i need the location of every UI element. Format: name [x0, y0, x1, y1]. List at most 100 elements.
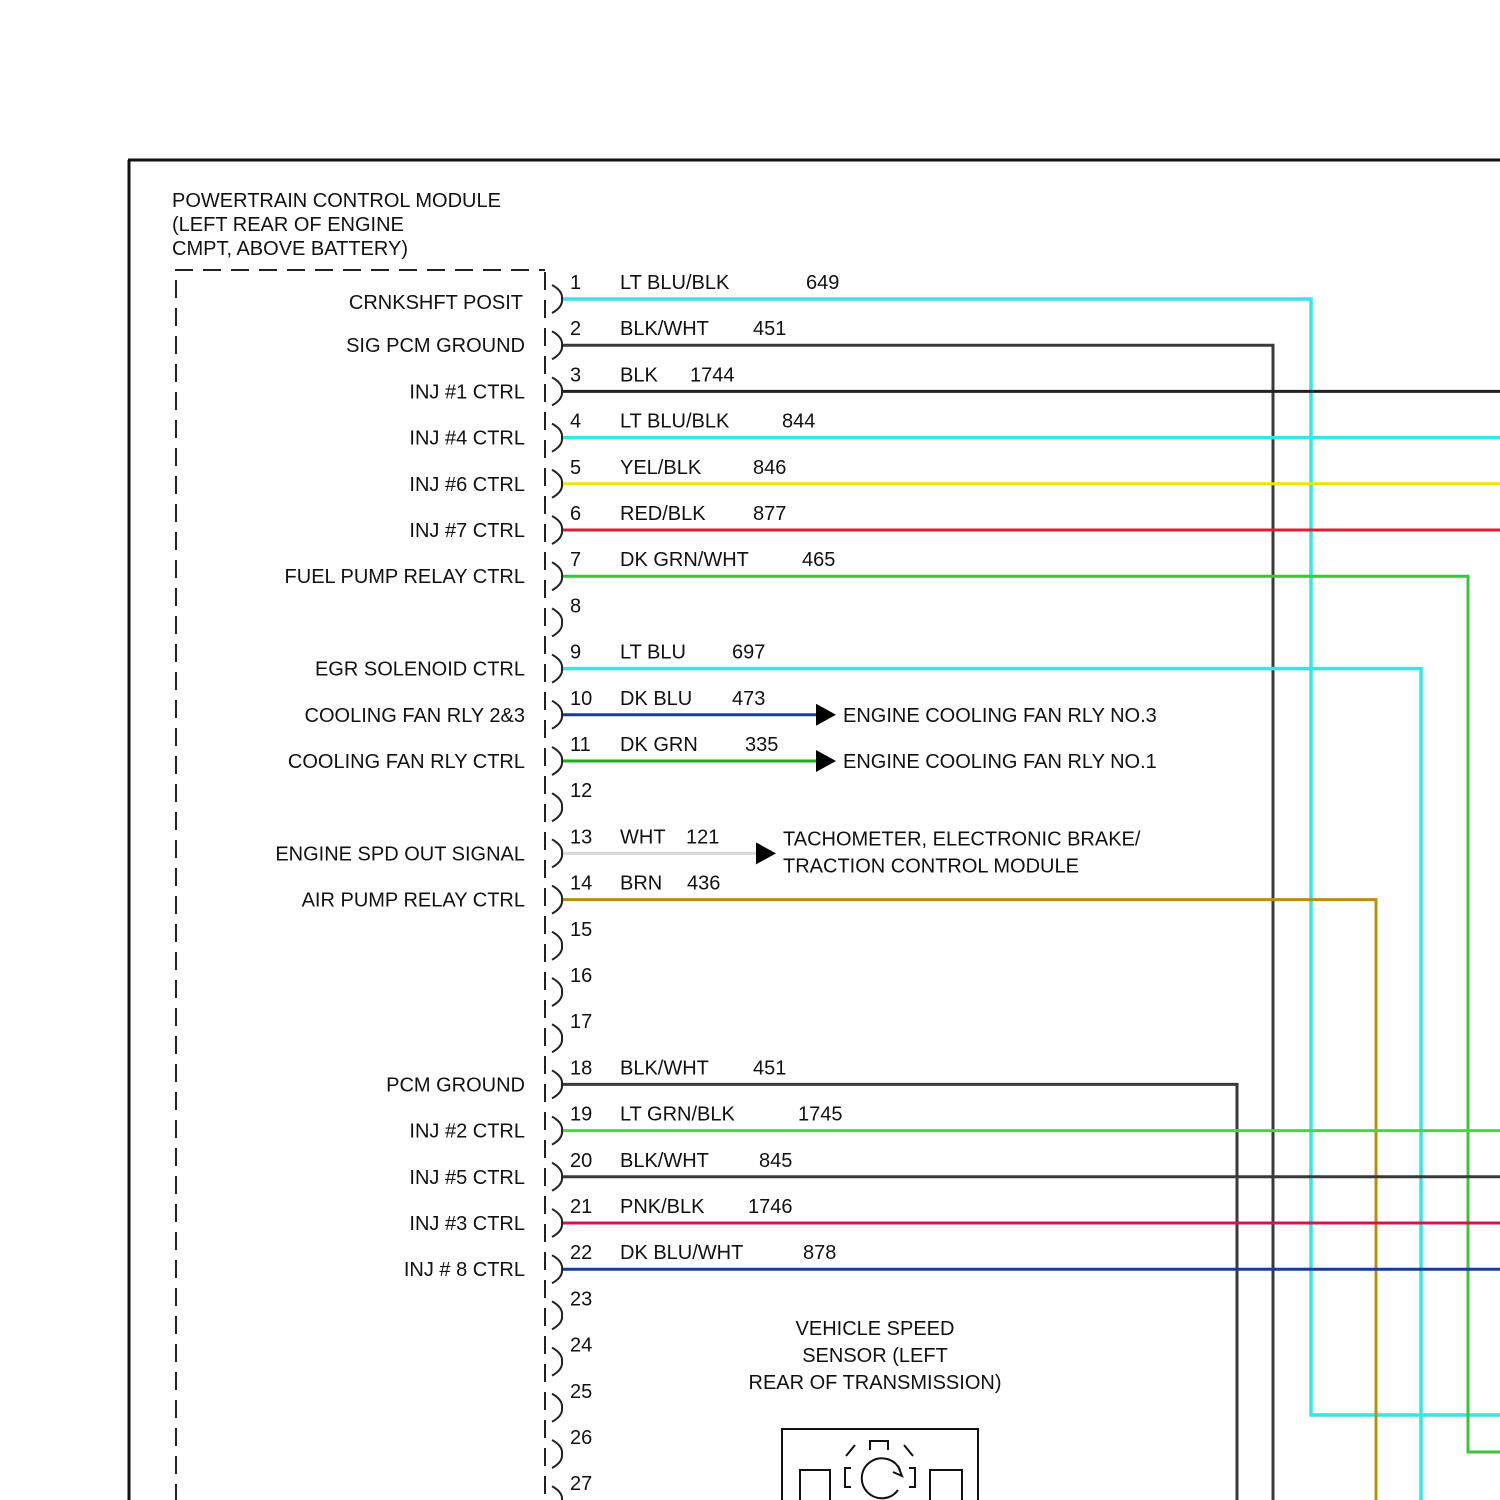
connector-terminal: [551, 1300, 564, 1331]
pin-number: 2: [570, 318, 581, 340]
pin-number: 11: [570, 734, 591, 756]
pin-1: 1 LT BLU/BLK 649: [551, 272, 839, 314]
wire-color-label: DK BLU/WHT: [620, 1242, 743, 1264]
module-outline: [175, 269, 546, 1500]
frame: [127, 158, 1500, 1500]
pin-function-label: AIR PUMP RELAY CTRL: [302, 890, 525, 912]
wire-color-label: BRN: [620, 873, 662, 895]
pin-9: 9 LT BLU 697 EGR SOLENOID CTRL: [315, 642, 765, 684]
wires: [563, 297, 1500, 1500]
pin-number: 27: [570, 1473, 592, 1495]
pin-10: 10 DK BLU 473 COOLING FAN RLY 2&3 ENGINE COO…: [305, 688, 1157, 730]
pin-25: 25: [551, 1381, 592, 1423]
circuit-number: 473: [732, 688, 765, 710]
wire-color-label: DK GRN: [620, 734, 698, 756]
wire-color-label: LT GRN/BLK: [620, 1104, 736, 1126]
circuit-number: 1745: [798, 1104, 843, 1126]
pin-function-label: INJ #5 CTRL: [409, 1167, 525, 1189]
pin-11: 11 DK GRN 335 COOLING FAN RLY CTRL ENGINE CO…: [288, 734, 1157, 776]
wire-color-label: RED/BLK: [620, 503, 706, 525]
wire-2: [563, 343, 1275, 1500]
connector-terminal: [551, 1346, 564, 1377]
connector-terminal: [551, 838, 564, 869]
pin-number: 7: [570, 549, 581, 571]
wire-1: [563, 297, 1500, 1417]
pin-27: 27: [551, 1473, 592, 1500]
circuit-number: 451: [753, 318, 786, 340]
pin-number: 17: [570, 1011, 592, 1033]
module-title-line: POWERTRAIN CONTROL MODULE: [172, 190, 501, 212]
wire-color-label: BLK: [620, 364, 658, 386]
arrow-icon: [816, 750, 836, 772]
connector-terminal: [551, 1392, 564, 1423]
pin-function-label: EGR SOLENOID CTRL: [315, 659, 525, 681]
pin-number: 6: [570, 503, 581, 525]
connector-terminal: [551, 1161, 564, 1192]
pin-number: 15: [570, 919, 592, 941]
connector-terminal: [551, 607, 564, 638]
pin-number: 20: [570, 1150, 592, 1172]
pin-number: 10: [570, 688, 592, 710]
connector-terminal: [551, 376, 564, 407]
pin-function-label: SIG PCM GROUND: [346, 335, 525, 357]
pin-24: 24: [551, 1335, 592, 1377]
wire-color-label: WHT: [620, 826, 666, 848]
connector-terminal: [551, 746, 564, 776]
sensor-title-line: REAR OF TRANSMISSION): [749, 1372, 1002, 1394]
pin-number: 8: [570, 595, 581, 617]
pin-number: 25: [570, 1381, 592, 1403]
pin-number: 3: [570, 364, 581, 386]
pin-number: 26: [570, 1427, 592, 1449]
pin-17: 17: [551, 1011, 592, 1054]
pin-number: 4: [570, 411, 581, 433]
connector-terminal: [551, 1115, 564, 1146]
pin-19: 19 LT GRN/BLK 1745 INJ #2 CTRL: [409, 1104, 843, 1146]
connector-terminal: [551, 653, 564, 684]
pin-number: 1: [570, 272, 581, 294]
pin-16: 16: [551, 965, 592, 1007]
pin-3: 3 BLK 1744 INJ #1 CTRL: [409, 364, 735, 407]
pin-8: 8: [551, 595, 581, 638]
connector-terminal: [551, 977, 564, 1007]
pin-function-label: CRNKSHFT POSIT: [349, 292, 523, 314]
pin-number: 16: [570, 965, 592, 987]
pin-number: 23: [570, 1288, 592, 1310]
connector-terminal: [551, 1023, 564, 1054]
connector-terminal: [551, 422, 564, 453]
pin-number: 13: [570, 826, 592, 848]
pin-4: 4 LT BLU/BLK 844 INJ #4 CTRL: [409, 411, 815, 453]
pin-function-label: FUEL PUMP RELAY CTRL: [285, 566, 525, 588]
connector-terminal: [551, 561, 564, 592]
connector-terminal: [551, 468, 564, 499]
connector-terminal: [551, 515, 564, 545]
pin-13: 13 WHT 121 ENGINE SPD OUT SIGNAL TACHOMETER,…: [275, 826, 1141, 877]
wire-color-label: YEL/BLK: [620, 457, 702, 479]
pin-5: 5 YEL/BLK 846 INJ #6 CTRL: [409, 457, 786, 499]
wire-color-label: LT BLU: [620, 642, 686, 664]
connector-terminal: [551, 1485, 564, 1500]
pin-number: 21: [570, 1196, 592, 1218]
pin-number: 9: [570, 642, 581, 664]
circuit-number: 1744: [690, 364, 735, 386]
wire-color-label: DK BLU: [620, 688, 692, 710]
circuit-number: 649: [806, 272, 839, 294]
pin-number: 18: [570, 1057, 592, 1079]
wire-color-label: LT BLU/BLK: [620, 411, 730, 433]
wire-color-label: LT BLU/BLK: [620, 272, 730, 294]
circuit-number: 846: [753, 457, 786, 479]
pin-function-label: ENGINE SPD OUT SIGNAL: [275, 843, 525, 865]
pin-number: 12: [570, 780, 592, 802]
connector-terminal: [551, 284, 564, 314]
connector-terminal: [551, 884, 564, 915]
circuit-number: 121: [686, 826, 719, 848]
destination-label: ENGINE COOLING FAN RLY NO.1: [843, 751, 1157, 773]
circuit-number: 697: [732, 642, 765, 664]
wire-color-label: BLK/WHT: [620, 1150, 709, 1172]
arrow-icon: [756, 842, 776, 865]
destination-label: ENGINE COOLING FAN RLY NO.3: [843, 705, 1157, 727]
pin-7: 7 DK GRN/WHT 465 FUEL PUMP RELAY CTRL: [285, 549, 835, 592]
pin-function-label: INJ #7 CTRL: [409, 520, 525, 542]
pin-20: 20 BLK/WHT 845 INJ #5 CTRL: [409, 1150, 792, 1192]
rotation-sensor-icon: [799, 1440, 963, 1500]
